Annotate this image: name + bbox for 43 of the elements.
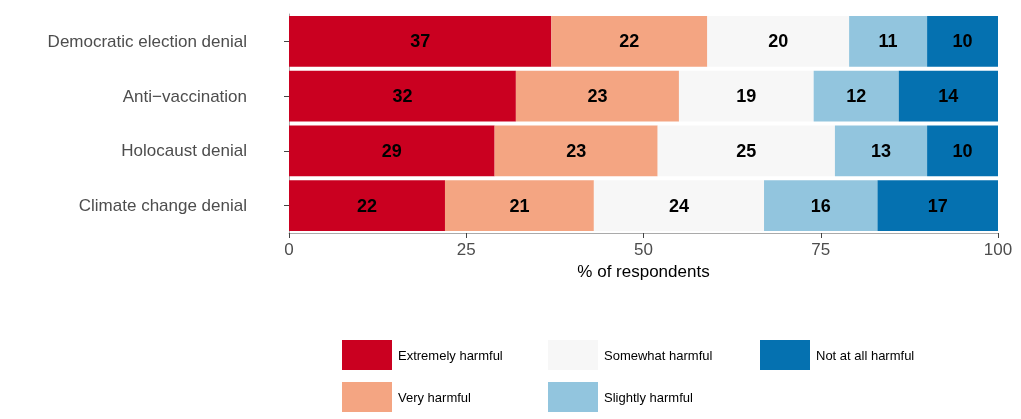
data-label: 19 (736, 86, 757, 107)
data-label: 24 (668, 195, 689, 216)
data-label: 23 (587, 86, 608, 107)
bar (927, 15, 998, 67)
data-label: 21 (509, 195, 530, 216)
x-tick-label: 25 (456, 240, 476, 259)
data-label: 14 (938, 86, 959, 107)
x-tick-label: 100 (983, 240, 1013, 259)
data-label: 29 (381, 140, 402, 161)
data-label: 11 (878, 31, 898, 52)
y-tick-label: Democratic election denial (47, 31, 247, 51)
y-tick-label: Climate change denial (78, 196, 247, 216)
data-label: 10 (952, 140, 973, 161)
data-label: 12 (846, 86, 867, 107)
x-tick-label: 0 (284, 240, 294, 259)
data-label: 16 (810, 195, 831, 216)
data-label: 25 (736, 140, 757, 161)
bar (289, 70, 516, 122)
legend-label: Slightly harmful (604, 389, 693, 405)
data-label: 22 (619, 31, 640, 52)
bar (289, 180, 445, 232)
data-label: 13 (871, 140, 892, 161)
y-tick-label: Holocaust denial (121, 141, 247, 161)
legend-label: Extremely harmful (398, 347, 503, 363)
data-label: 32 (392, 86, 413, 107)
data-label: 17 (927, 195, 948, 216)
legend-label: Not at all harmful (816, 347, 915, 363)
bar (927, 125, 998, 177)
bar (877, 180, 998, 232)
legend-label: Somewhat harmful (604, 347, 713, 363)
data-label: 23 (566, 140, 587, 161)
bar (289, 125, 495, 177)
data-label: 20 (768, 31, 789, 52)
data-label: 22 (356, 195, 378, 216)
bar (898, 70, 998, 122)
x-axis-title: % of respondents (577, 262, 710, 281)
legend-label: Very harmful (398, 389, 471, 405)
y-tick-label: Anti−vaccination (122, 86, 247, 106)
data-label: 10 (952, 31, 973, 52)
x-tick-label: 50 (634, 240, 653, 259)
x-tick-label: 75 (811, 240, 831, 259)
data-label: 37 (410, 31, 431, 52)
bar (289, 15, 552, 67)
